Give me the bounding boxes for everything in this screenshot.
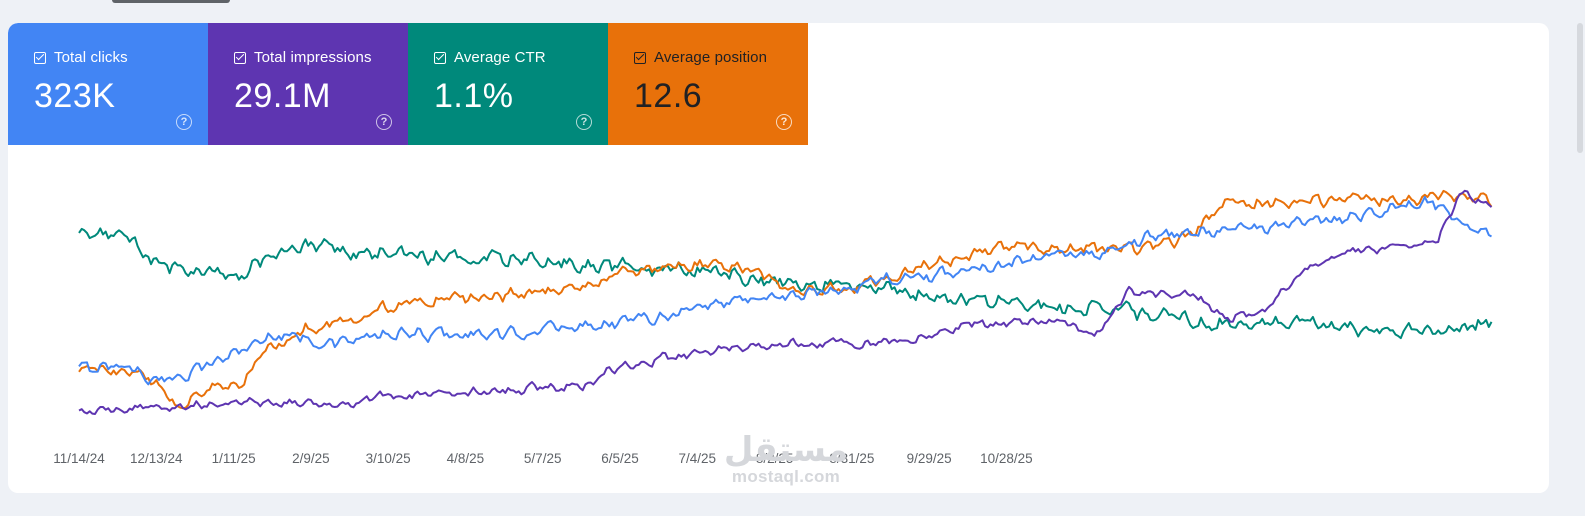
checkbox-icon[interactable] <box>434 51 446 64</box>
x-tick-label: 6/5/25 <box>601 451 639 466</box>
performance-panel: Total clicks 323K? Total impressions 29.1M?… <box>8 23 1549 493</box>
metric-card-clicks[interactable]: Total clicks 323K? <box>8 23 208 145</box>
series-line-average-position <box>78 189 1493 410</box>
metric-label: Average CTR <box>454 49 546 66</box>
top-tab-indicator <box>112 0 230 3</box>
x-tick-label: 11/14/24 <box>53 451 105 466</box>
help-icon[interactable]: ? <box>176 114 192 130</box>
x-tick-label: 3/10/25 <box>366 451 411 466</box>
metric-card-header: Average position <box>634 49 767 66</box>
metric-card-header: Total impressions <box>234 49 372 66</box>
metric-card-position[interactable]: Average position 12.6? <box>608 23 808 145</box>
metric-label: Total impressions <box>254 49 372 66</box>
metric-card-impressions[interactable]: Total impressions 29.1M? <box>208 23 408 145</box>
help-icon[interactable]: ? <box>776 114 792 130</box>
x-tick-label: 8/2/25 <box>756 451 794 466</box>
x-tick-label: 10/28/25 <box>980 451 1033 466</box>
x-tick-label: 12/13/24 <box>130 451 183 466</box>
x-tick-label: 4/8/25 <box>447 451 485 466</box>
metric-card-header: Total clicks <box>34 49 128 66</box>
page-scrollbar[interactable] <box>1575 23 1585 493</box>
metric-value: 323K <box>34 77 116 115</box>
scrollbar-thumb[interactable] <box>1577 23 1583 153</box>
checkbox-icon[interactable] <box>634 51 646 64</box>
metric-label: Average position <box>654 49 768 66</box>
checkbox-icon[interactable] <box>234 51 246 64</box>
metric-value: 1.1% <box>434 77 514 115</box>
x-tick-label: 1/11/25 <box>212 451 256 466</box>
checkbox-icon[interactable] <box>34 51 46 64</box>
x-tick-label: 5/7/25 <box>524 451 562 466</box>
performance-chart: 11/14/24 12/13/24 1/11/25 2/9/25 3/10/25 4/8/… <box>53 189 1493 466</box>
x-tick-label: 2/9/25 <box>292 451 330 466</box>
series-line-total-clicks <box>78 196 1492 386</box>
metric-value: 12.6 <box>634 77 703 115</box>
x-tick-label: 7/4/25 <box>679 451 717 466</box>
metric-value: 29.1M <box>234 77 331 115</box>
x-tick-label: 9/29/25 <box>907 451 952 466</box>
series-line-average-ctr <box>78 227 1493 340</box>
x-tick-label: 8/31/25 <box>829 451 874 466</box>
metric-card-header: Average CTR <box>434 49 546 66</box>
series-line-total-impressions <box>78 189 1493 415</box>
metric-cards: Total clicks 323K? Total impressions 29.1M?… <box>8 23 808 145</box>
metric-card-ctr[interactable]: Average CTR 1.1%? <box>408 23 608 145</box>
help-icon[interactable]: ? <box>576 114 592 130</box>
help-icon[interactable]: ? <box>376 114 392 130</box>
metric-label: Total clicks <box>54 49 128 66</box>
